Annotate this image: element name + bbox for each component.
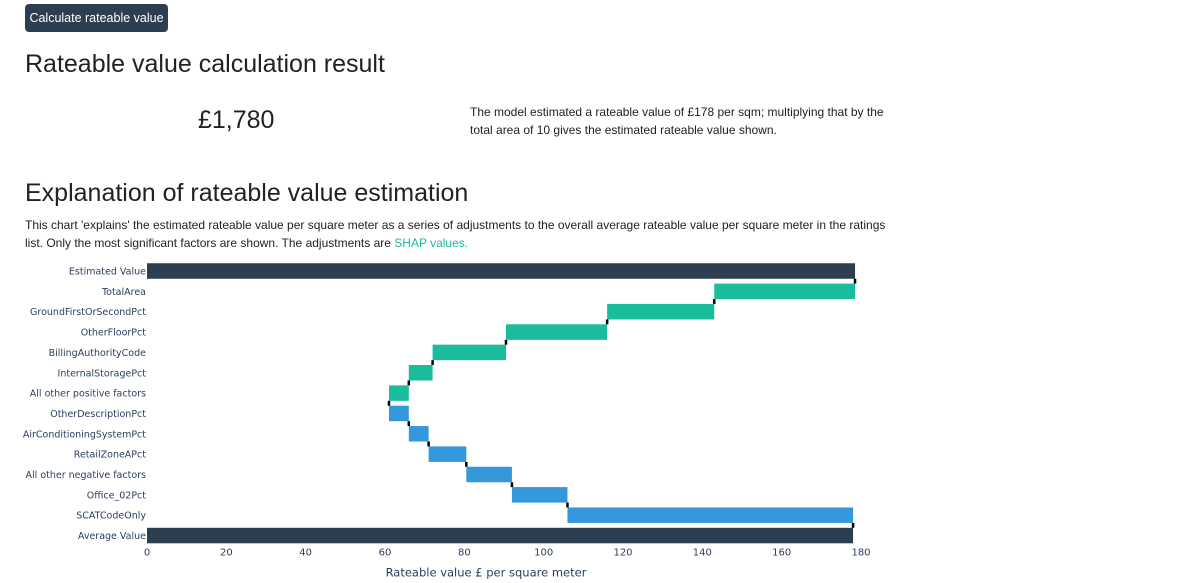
x-axis-tick-label: 40: [299, 547, 312, 558]
waterfall-bar: [388, 405, 409, 422]
waterfall-bar: [567, 507, 854, 523]
explanation-heading: Explanation of rateable value estimation: [25, 179, 469, 207]
x-axis-tick-label: 100: [534, 547, 553, 558]
y-axis-label: Average Value: [78, 531, 146, 542]
waterfall-bar: [466, 466, 512, 483]
waterfall-bar: [511, 487, 568, 503]
y-axis-label: All other positive factors: [30, 389, 146, 400]
y-axis-label: TotalArea: [101, 287, 146, 298]
x-axis-tick-label: 120: [613, 547, 632, 558]
shap-values-link[interactable]: SHAP values.: [394, 236, 469, 250]
x-axis-tick-label: 160: [772, 547, 791, 558]
calculate-rateable-value-button[interactable]: Calculate rateable value: [25, 4, 168, 32]
x-axis-tick-label: 0: [144, 547, 150, 558]
y-axis-label: Estimated Value: [69, 267, 146, 278]
waterfall-bar: [714, 283, 856, 300]
x-axis-tick-label: 140: [693, 547, 712, 558]
y-axis-label: OtherDescriptionPct: [50, 409, 146, 420]
waterfall-bar: [408, 426, 429, 442]
waterfall-bar: [388, 385, 409, 401]
rateable-value-result: £1,780: [198, 106, 275, 134]
waterfall-bar: [428, 446, 467, 462]
x-axis-tick-label: 20: [220, 547, 233, 558]
x-axis-tick-label: 80: [458, 547, 471, 558]
waterfall-bar: [607, 303, 715, 320]
explanation-paragraph: This chart 'explains' the estimated rate…: [25, 216, 900, 252]
y-axis-label: OtherFloorPct: [81, 328, 147, 339]
x-axis-tick-label: 60: [379, 547, 392, 558]
x-axis-tick-label: 180: [851, 547, 870, 558]
result-heading: Rateable value calculation result: [25, 50, 385, 78]
y-axis-label: RetailZoneAPct: [74, 450, 146, 461]
connectors-layer: [387, 278, 857, 528]
x-axis-ticks: 0 20 40 60 80 100 120 140 160 180: [144, 547, 871, 558]
y-axis-label: Office_02Pct: [87, 490, 147, 501]
y-axis-label: InternalStoragePct: [58, 368, 147, 379]
y-axis-label: All other negative factors: [26, 470, 147, 481]
x-axis-title: Rateable value £ per square meter: [386, 565, 587, 579]
waterfall-bar: [408, 365, 433, 381]
result-explanation-note: The model estimated a rateable value of …: [470, 105, 884, 137]
waterfall-bar: [147, 527, 854, 544]
bars-layer: [147, 263, 856, 544]
waterfall-bar: [432, 344, 506, 361]
explanation-text: This chart 'explains' the estimated rate…: [25, 218, 886, 250]
y-axis-label: SCATCodeOnly: [76, 511, 146, 522]
waterfall-chart: Estimated Value TotalArea GroundFirstOrSec…: [23, 263, 871, 579]
y-axis-label: BillingAuthorityCode: [49, 348, 147, 359]
y-axis-label: AirConditioningSystemPct: [23, 429, 146, 440]
y-axis-labels: Estimated Value TotalArea GroundFirstOrSec…: [23, 267, 147, 543]
waterfall-bar: [505, 324, 608, 340]
y-axis-label: GroundFirstOrSecondPct: [30, 307, 146, 318]
waterfall-bar: [147, 263, 856, 279]
